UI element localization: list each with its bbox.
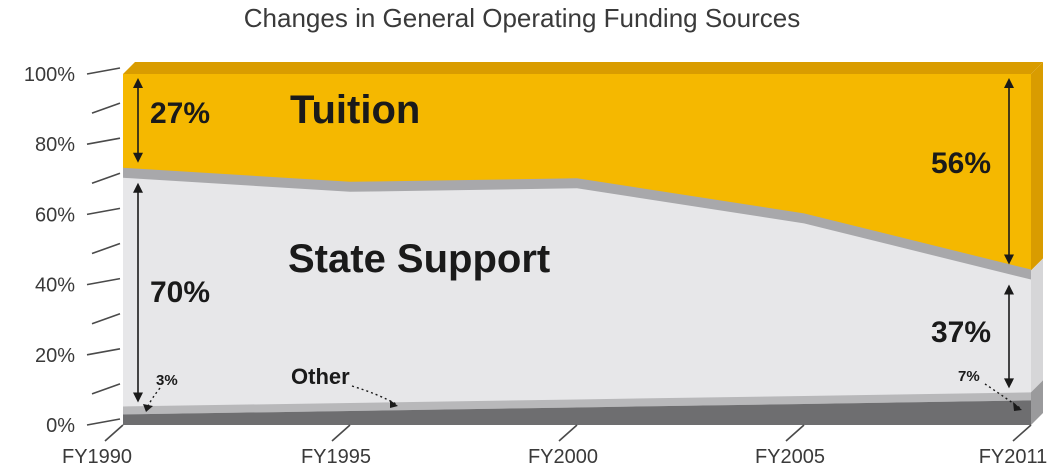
tuition-state-ridge bbox=[123, 167, 1031, 280]
x-tick bbox=[331, 424, 351, 442]
tuition-area bbox=[123, 74, 1031, 271]
x-tick bbox=[558, 424, 578, 442]
pointer-other-fy1990 bbox=[143, 387, 161, 412]
y-tick-major bbox=[86, 348, 121, 356]
data-label-tuition-fy1990: 27% bbox=[150, 97, 210, 130]
y-tick-label: 20% bbox=[35, 345, 75, 367]
tuition-area-side-edge bbox=[1031, 62, 1043, 271]
chart-title: Changes in General Operating Funding Sou… bbox=[244, 3, 800, 33]
y-tick-major bbox=[86, 137, 121, 145]
plot-areas bbox=[123, 62, 1043, 425]
x-tick-label: FY1995 bbox=[301, 446, 371, 468]
y-tick-label: 100% bbox=[24, 64, 75, 86]
series-label-tuition: Tuition bbox=[290, 88, 420, 132]
x-tick-label: FY1990 bbox=[62, 446, 132, 468]
arrow-tuition-fy1990 bbox=[133, 78, 143, 163]
arrow-tuition-fy2011 bbox=[1004, 78, 1014, 265]
data-label-state-fy2011: 37% bbox=[931, 316, 991, 349]
other-area-ridge bbox=[123, 392, 1031, 415]
other-area-side-edge bbox=[1031, 380, 1043, 425]
y-tick-minor bbox=[91, 383, 121, 395]
y-tick-major bbox=[86, 418, 121, 426]
y-tick-minor bbox=[91, 102, 121, 114]
axes: 0% 20% 40% 60% 80% 100% FY1990 FY1995 FY2000 FY20… bbox=[24, 64, 1047, 468]
y-tick-minor bbox=[91, 242, 121, 255]
y-tick-major bbox=[86, 207, 121, 216]
y-tick-label: 0% bbox=[46, 415, 75, 437]
state-support-area bbox=[123, 168, 1031, 415]
pointer-other-fy2011 bbox=[984, 383, 1022, 411]
y-tick-major bbox=[86, 277, 121, 286]
area-labels: Tuition State Support Other 27% 56% 70% … bbox=[150, 88, 991, 389]
data-label-other-fy2011: 7% bbox=[958, 368, 980, 385]
x-tick bbox=[785, 424, 805, 442]
dimension-arrows bbox=[133, 78, 1022, 412]
pointer-other-label bbox=[351, 385, 398, 408]
x-tick bbox=[104, 424, 124, 442]
x-tick-label: FY2000 bbox=[528, 446, 598, 468]
series-label-other: Other bbox=[291, 364, 350, 389]
y-tick-minor bbox=[91, 312, 121, 325]
y-tick-label: 40% bbox=[35, 275, 75, 297]
data-label-state-fy1990: 70% bbox=[150, 276, 210, 309]
data-label-tuition-fy2011: 56% bbox=[931, 147, 991, 180]
tuition-area-top-edge bbox=[123, 62, 1043, 74]
other-area bbox=[123, 400, 1031, 425]
y-tick-minor bbox=[91, 172, 121, 185]
y-tick-label: 80% bbox=[35, 134, 75, 156]
data-label-other-fy1990: 3% bbox=[156, 372, 178, 389]
x-tick-label: FY2005 bbox=[755, 446, 825, 468]
y-tick-major bbox=[86, 67, 121, 75]
state-area-side-edge bbox=[1031, 258, 1043, 401]
arrow-state-fy1990 bbox=[133, 182, 143, 403]
x-tick bbox=[1012, 424, 1032, 442]
y-tick-label: 60% bbox=[35, 204, 75, 226]
x-tick-label: FY2011 bbox=[979, 446, 1048, 468]
arrow-state-fy2011 bbox=[1004, 284, 1014, 389]
series-label-state-support: State Support bbox=[288, 237, 550, 281]
